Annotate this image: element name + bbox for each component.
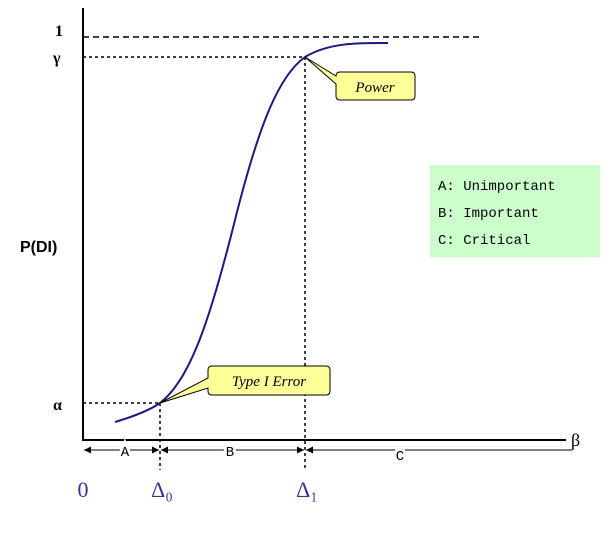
- region-label: B: [226, 445, 234, 461]
- y-axis-label: P(DI): [20, 239, 57, 256]
- region-label: C: [396, 449, 404, 465]
- callout-text: Type I Error: [232, 374, 306, 390]
- callout-type1: [159, 365, 331, 404]
- x-axis-label: β: [571, 430, 580, 450]
- guides: [83, 36, 482, 470]
- callout-text: Power: [354, 80, 394, 96]
- x-tick-label: Δ₀: [151, 477, 173, 502]
- legend-item: A: Unimportant: [438, 179, 556, 195]
- legend-item: C: Critical: [438, 233, 530, 249]
- region-label: A: [121, 445, 130, 461]
- y-tick-label: γ: [52, 50, 61, 67]
- x-tick-label: Δ₁: [296, 477, 318, 502]
- x-tick-label: 0: [78, 477, 89, 502]
- y-tick-label: α: [53, 397, 62, 414]
- legend-box: [430, 165, 600, 257]
- callout-power: [304, 56, 416, 101]
- y-tick-label: 1: [55, 23, 63, 40]
- legend-item: B: Important: [438, 206, 539, 222]
